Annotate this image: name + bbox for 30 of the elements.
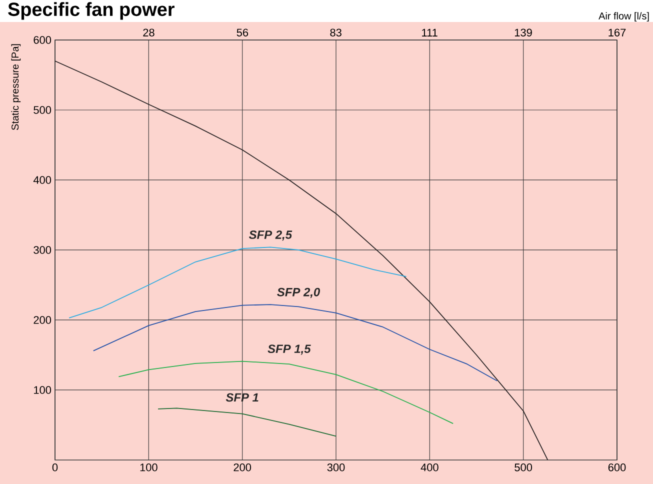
x2-axis-title: Air flow [l/s] [598, 12, 649, 22]
y-tick-label: 500 [34, 106, 52, 114]
series-label: SFP 1,5 [268, 344, 311, 355]
y-tick-label: 300 [34, 246, 52, 254]
line-series [158, 408, 336, 437]
y-axis-title: Static pressure [Pa] [11, 44, 21, 130]
series-label: SFP 2,0 [277, 288, 320, 298]
line-series [92, 304, 498, 382]
x-tick-label: 400 [420, 464, 438, 472]
x-tick-label: 600 [608, 464, 626, 472]
x2-tick-label: 28 [143, 28, 154, 36]
y-tick-label: 200 [34, 316, 52, 324]
y-tick-label: 600 [34, 36, 52, 44]
y-tick-label: 400 [33, 176, 52, 184]
line-series [118, 360, 454, 424]
x2-tick-label: 111 [422, 28, 438, 36]
x-tick-label: 100 [140, 464, 158, 472]
x2-tick-label: 139 [514, 28, 532, 36]
line-series [68, 246, 407, 318]
x-tick-label: 200 [234, 464, 252, 472]
chart-title: Specific fan power [8, 2, 174, 20]
x-tick-label: 500 [514, 464, 532, 472]
x2-tick-label: 56 [236, 28, 248, 36]
y-tick-label: 100 [34, 386, 52, 394]
line-series [54, 60, 548, 460]
x-tick-label: 300 [327, 464, 345, 472]
x2-tick-label: 167 [608, 28, 626, 36]
series-label: SFP 2,5 [248, 230, 292, 241]
x2-tick-label: 83 [330, 28, 342, 36]
x-tick-label: 0 [52, 464, 58, 472]
